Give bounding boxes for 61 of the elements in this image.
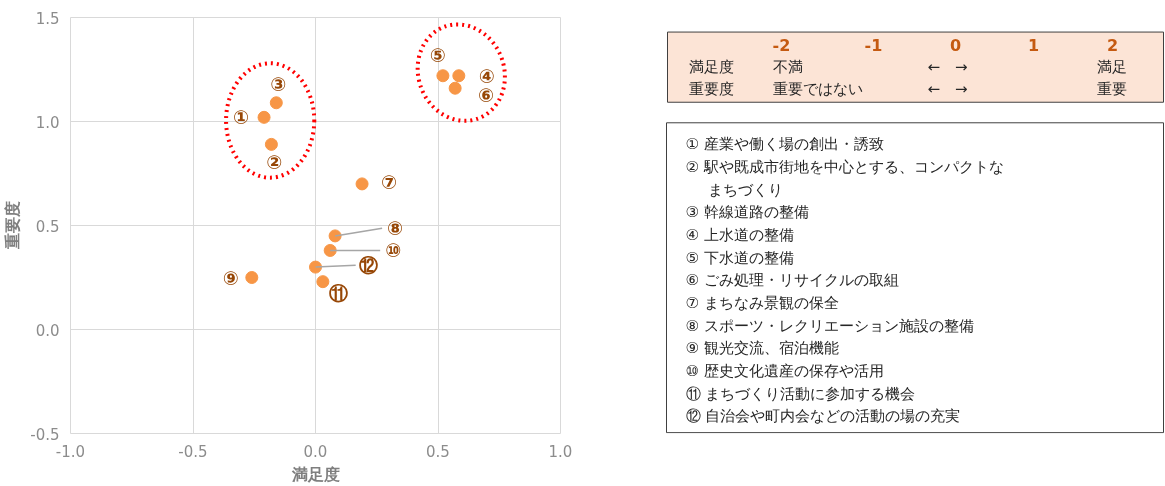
x-tick-label: 0.0 bbox=[303, 442, 328, 461]
text: ② 駅や既成市街地を中心とする、コンパクトな bbox=[685, 157, 1004, 176]
x-tick-label: -0.5 bbox=[178, 442, 208, 461]
point bbox=[316, 275, 330, 289]
text: -1 bbox=[864, 35, 883, 55]
point bbox=[245, 271, 259, 284]
text: まちづくり bbox=[707, 180, 783, 199]
text: 満足度 bbox=[688, 58, 734, 77]
text: ⑧ スポーツ・レクリエーション施設の整備 bbox=[685, 316, 974, 335]
y-axis-title: 重要度 bbox=[3, 201, 23, 251]
text: 重要度 bbox=[688, 80, 734, 99]
x-axis-title: 満足度 bbox=[290, 464, 340, 484]
text: ⑪ まちづくり活動に参加する機会 bbox=[685, 384, 916, 403]
annotation: ⑪ bbox=[329, 281, 349, 304]
text: ⑤ 下水道の整備 bbox=[685, 248, 794, 267]
annotation: ③ bbox=[270, 72, 287, 95]
y-tick-label: 1.5 bbox=[35, 9, 60, 28]
point bbox=[452, 69, 466, 83]
point bbox=[328, 229, 342, 243]
text: ④ 上水道の整備 bbox=[685, 225, 794, 244]
text: 満足 bbox=[1096, 58, 1127, 77]
text: ⑩ 歴史文化遺産の保存や活用 bbox=[685, 362, 884, 381]
annotation: ⑨ bbox=[222, 266, 239, 289]
y-tick-label: 0.0 bbox=[35, 321, 60, 340]
annotation: ② bbox=[266, 151, 283, 174]
text: 重要ではない bbox=[772, 80, 863, 99]
point bbox=[257, 110, 271, 124]
text: ⑦ まちなみ景観の保全 bbox=[685, 293, 839, 312]
text: 1 bbox=[1027, 35, 1040, 55]
annotation: ⑫ bbox=[359, 254, 378, 277]
x-tick-label: -1.0 bbox=[55, 442, 86, 461]
y-tick-label: 0.5 bbox=[35, 217, 60, 236]
text: 重要 bbox=[1096, 80, 1127, 99]
annotation: ④ bbox=[478, 64, 495, 87]
text: 2 bbox=[1106, 35, 1119, 55]
text: 不満 bbox=[772, 58, 803, 77]
text: ⑥ ごみ処理・リサイクルの取組 bbox=[685, 271, 899, 290]
text: 0 bbox=[949, 35, 962, 55]
text: -2 bbox=[772, 35, 791, 55]
text: ① 産業や働く場の創出・誘致 bbox=[685, 135, 884, 154]
point bbox=[355, 177, 369, 191]
point bbox=[436, 69, 450, 83]
y-tick-label: 1.0 bbox=[35, 113, 60, 132]
point bbox=[448, 81, 462, 95]
annotation: ⑩ bbox=[385, 239, 402, 262]
text: ③ 幹線道路の整備 bbox=[685, 203, 809, 222]
point bbox=[264, 137, 278, 151]
annotation: ① bbox=[233, 106, 250, 129]
text: ← → bbox=[927, 80, 968, 99]
x-tick-label: 1.0 bbox=[548, 442, 573, 461]
point bbox=[269, 96, 283, 110]
y-tick-label: -0.5 bbox=[30, 425, 60, 444]
text: ← → bbox=[927, 58, 968, 77]
annotation: ⑧ bbox=[387, 216, 404, 239]
annotation: ⑥ bbox=[478, 84, 495, 107]
x-tick-label: 0.5 bbox=[426, 442, 450, 461]
annotation: ⑤ bbox=[429, 43, 446, 66]
annotation: ⑦ bbox=[381, 170, 398, 193]
text: ⑫ 自治会や町内会などの活動の場の充実 bbox=[685, 407, 961, 426]
text: ⑨ 観光交流、宿泊機能 bbox=[685, 339, 839, 358]
point bbox=[323, 243, 337, 257]
